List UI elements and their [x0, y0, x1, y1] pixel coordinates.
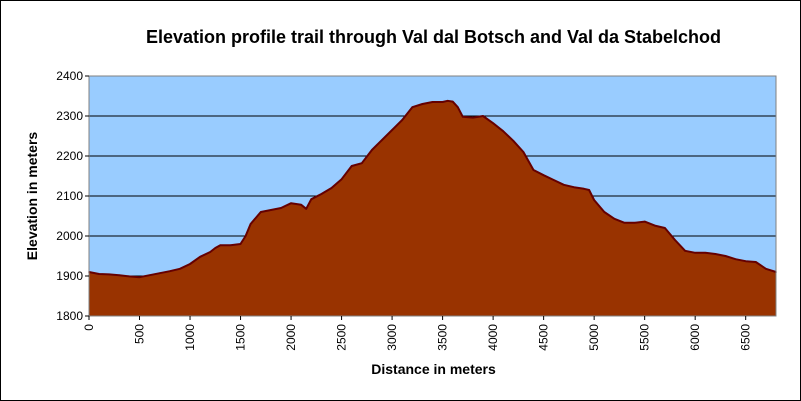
data-point	[451, 100, 454, 103]
data-point	[219, 244, 222, 246]
y-tick-label: 1800	[56, 309, 83, 323]
data-point	[148, 274, 151, 277]
data-point	[350, 165, 353, 167]
data-point	[128, 275, 131, 278]
data-point	[381, 139, 383, 141]
data-point	[209, 251, 211, 253]
data-point	[593, 199, 595, 201]
x-tick-label: 6000	[688, 324, 702, 351]
data-point	[512, 140, 515, 142]
data-point	[542, 174, 545, 176]
data-point	[714, 253, 717, 255]
y-tick-label: 1900	[56, 269, 83, 283]
data-point	[260, 211, 262, 213]
data-point	[214, 247, 217, 249]
data-point	[446, 100, 449, 102]
data-point	[371, 149, 373, 151]
data-point	[563, 184, 565, 186]
x-axis-title: Distance in meters	[371, 361, 496, 377]
data-point	[684, 250, 686, 252]
data-point	[492, 122, 494, 124]
data-point	[633, 222, 636, 224]
y-tick-label: 2000	[56, 229, 83, 243]
x-tick-label: 4500	[537, 324, 551, 351]
x-tick-label: 2500	[335, 324, 349, 351]
data-point	[158, 272, 161, 275]
data-point	[502, 130, 505, 132]
data-point	[588, 189, 590, 191]
data-point	[532, 169, 535, 171]
data-point	[391, 129, 393, 131]
data-point	[603, 211, 606, 213]
data-point	[229, 244, 232, 246]
data-point	[421, 103, 424, 105]
data-point	[179, 268, 181, 270]
data-point	[583, 188, 585, 190]
data-point	[654, 224, 656, 227]
data-point	[108, 273, 110, 276]
x-tick-label: 2000	[284, 324, 298, 351]
x-tick-label: 5000	[587, 324, 601, 351]
x-tick-label: 5500	[638, 324, 652, 351]
x-tick-label: 1000	[183, 324, 197, 351]
data-point	[320, 193, 323, 195]
data-point	[674, 239, 676, 241]
data-point	[724, 255, 727, 257]
data-point	[270, 209, 272, 211]
data-point	[118, 274, 121, 277]
data-point	[300, 204, 303, 206]
data-point	[694, 252, 696, 254]
data-point	[244, 235, 247, 237]
data-point	[340, 178, 343, 180]
data-point	[482, 115, 484, 117]
data-point	[189, 263, 191, 265]
data-point	[573, 186, 575, 188]
data-point	[704, 252, 707, 254]
data-point	[664, 227, 666, 229]
data-point	[462, 116, 464, 118]
y-tick-label: 2100	[56, 189, 83, 203]
data-point	[734, 258, 737, 261]
y-tick-label: 2300	[56, 109, 83, 123]
x-tick-label: 3500	[436, 324, 450, 351]
data-point	[431, 101, 434, 103]
data-point	[457, 106, 459, 108]
x-tick-label: 3000	[385, 324, 399, 351]
data-point	[239, 243, 242, 245]
data-point	[623, 222, 626, 224]
data-point	[472, 116, 474, 119]
x-tick-label: 0	[82, 324, 96, 331]
data-point	[305, 208, 308, 210]
y-tick-label: 2400	[56, 69, 83, 83]
x-tick-label: 6500	[739, 324, 753, 351]
data-point	[138, 276, 141, 279]
data-point	[441, 101, 444, 103]
data-point	[280, 207, 282, 209]
x-tick-label: 4000	[486, 324, 500, 351]
data-point	[755, 261, 757, 263]
data-point	[552, 179, 555, 181]
data-point	[765, 268, 767, 270]
data-point	[290, 202, 292, 204]
data-point	[310, 198, 313, 200]
data-point	[249, 223, 252, 225]
data-point	[411, 106, 414, 108]
chart-title: Elevation profile trail through Val dal …	[145, 27, 722, 47]
data-point	[98, 273, 100, 275]
data-point	[401, 119, 404, 121]
data-point	[330, 187, 333, 189]
data-point	[643, 220, 646, 223]
elevation-area	[89, 100, 776, 316]
data-point	[744, 260, 747, 263]
data-point	[361, 162, 363, 164]
data-point	[169, 270, 171, 273]
x-tick-label: 500	[133, 324, 147, 344]
x-tick-label: 1500	[234, 324, 248, 351]
data-point	[613, 218, 616, 220]
y-tick-label: 2200	[56, 149, 83, 163]
data-point	[199, 256, 201, 258]
data-point	[522, 151, 525, 153]
